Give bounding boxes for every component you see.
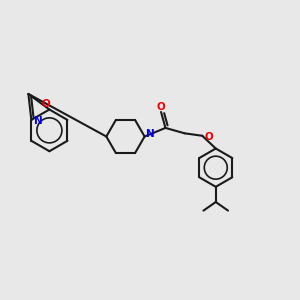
Text: O: O bbox=[204, 132, 213, 142]
Text: N: N bbox=[146, 129, 154, 139]
Text: O: O bbox=[41, 99, 50, 109]
Text: O: O bbox=[157, 102, 165, 112]
Text: N: N bbox=[34, 116, 43, 126]
